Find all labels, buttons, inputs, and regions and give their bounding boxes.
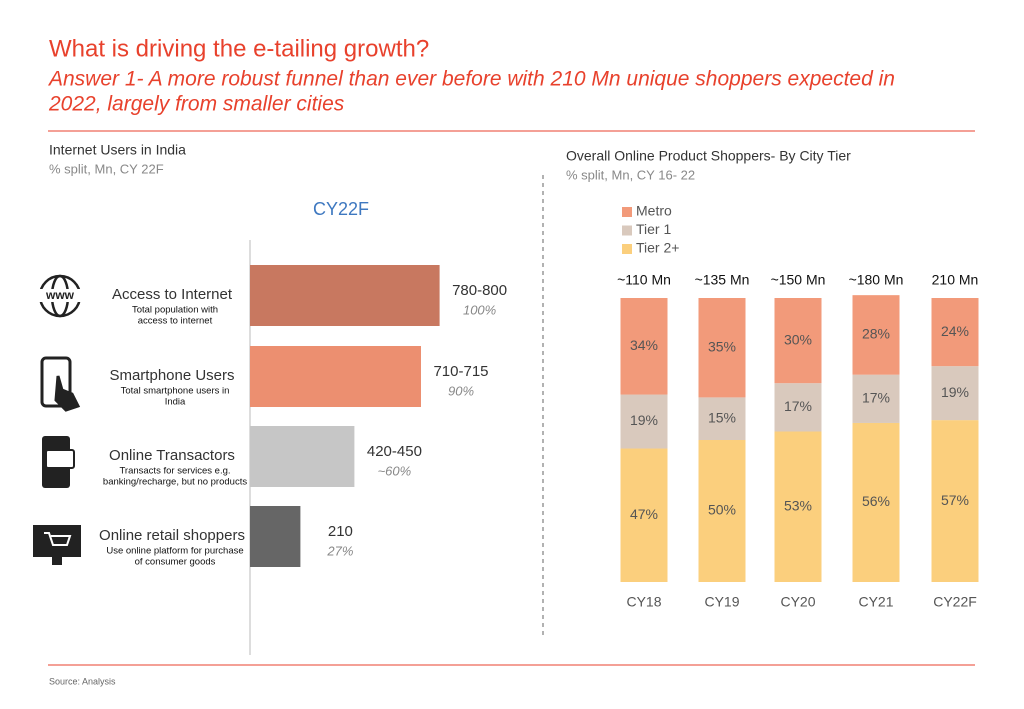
chart-title: Overall Online Product Shoppers- By City… xyxy=(566,148,851,164)
total-label: ~110 Mn xyxy=(617,272,671,288)
bar-segment xyxy=(852,374,900,423)
subtitle: Answer 1- A more robust funnel than ever… xyxy=(47,68,895,91)
legend-label: Tier 2+ xyxy=(636,240,679,256)
value-label: 420-450 xyxy=(367,443,422,460)
description: access to internet xyxy=(138,316,213,327)
x-tick-label: CY21 xyxy=(858,594,893,610)
bar-segment xyxy=(774,383,822,432)
x-tick-label: CY18 xyxy=(626,594,661,610)
data-label: 15% xyxy=(708,409,736,425)
data-label: 30% xyxy=(784,331,812,347)
data-label: 19% xyxy=(630,412,658,428)
data-label: 53% xyxy=(784,497,812,513)
x-tick-label: CY22F xyxy=(933,594,977,610)
data-label: 24% xyxy=(941,323,969,339)
total-label: ~150 Mn xyxy=(771,272,826,288)
x-tick-label: CY19 xyxy=(704,594,739,610)
bar-segment xyxy=(931,420,979,582)
bar-segment xyxy=(620,394,668,449)
icon-www: www xyxy=(38,274,82,318)
data-label: 35% xyxy=(708,338,736,354)
category-label: Online retail shoppers xyxy=(99,527,245,544)
percent-label: 27% xyxy=(326,543,353,558)
description: Total population with xyxy=(132,305,218,316)
icon-wallet xyxy=(42,436,75,488)
description: India xyxy=(165,397,186,408)
bar-segment xyxy=(698,298,746,398)
legend-label: Metro xyxy=(636,203,672,219)
bar-segment xyxy=(852,422,900,582)
value-label: 710-715 xyxy=(433,363,488,380)
bar-segment xyxy=(852,295,900,375)
percent-label: 100% xyxy=(463,302,496,317)
bar xyxy=(250,346,421,407)
icon-phone xyxy=(40,356,81,412)
data-label: 17% xyxy=(784,398,812,414)
source: Source: Analysis xyxy=(49,676,116,686)
bar-segment xyxy=(620,448,668,582)
data-label: 28% xyxy=(862,326,890,342)
legend-swatch xyxy=(622,244,632,254)
data-label: 47% xyxy=(630,506,658,522)
category-label: Smartphone Users xyxy=(109,367,234,384)
description: Total smartphone users in xyxy=(121,386,230,397)
description: Use online platform for purchase xyxy=(106,546,243,557)
data-label: 17% xyxy=(862,390,890,406)
title: What is driving the e-tailing growth? xyxy=(49,35,429,62)
legend-swatch xyxy=(622,225,632,236)
value-label: 780-800 xyxy=(452,282,507,299)
category-label: Access to Internet xyxy=(112,286,233,303)
legend-swatch xyxy=(622,207,632,217)
x-tick-label: CY20 xyxy=(780,594,815,610)
total-label: ~180 Mn xyxy=(849,272,904,288)
percent-label: 90% xyxy=(448,383,474,398)
value-label: 210 xyxy=(328,523,353,540)
svg-text:www: www xyxy=(45,288,75,302)
chart-subtitle: % split, Mn, CY 16- 22 xyxy=(566,167,695,182)
data-label: 50% xyxy=(708,502,736,518)
bar xyxy=(250,426,355,487)
bar xyxy=(250,506,301,567)
description: banking/recharge, but no products xyxy=(103,477,247,488)
description: Transacts for services e.g. xyxy=(119,466,230,477)
bar-segment xyxy=(774,431,822,582)
chart-title: Internet Users in India xyxy=(49,142,186,158)
total-label: ~135 Mn xyxy=(695,272,750,288)
bar-segment xyxy=(698,397,746,440)
bar-segment xyxy=(931,298,979,367)
chart-subtitle: % split, Mn, CY 22F xyxy=(49,161,164,176)
heading: CY22F xyxy=(313,199,369,219)
data-label: 57% xyxy=(941,492,969,508)
data-label: 34% xyxy=(630,337,658,353)
bar xyxy=(250,265,440,326)
bar-segment xyxy=(931,366,979,421)
data-label: 56% xyxy=(862,493,890,509)
category-label: Online Transactors xyxy=(109,447,235,464)
legend-label: Tier 1 xyxy=(636,221,671,237)
bar-segment xyxy=(698,440,746,582)
bar-segment xyxy=(620,298,668,395)
subtitle: 2022, largely from smaller cities xyxy=(48,93,345,116)
description: of consumer goods xyxy=(135,557,216,568)
bar-segment xyxy=(774,298,822,384)
total-label: 210 Mn xyxy=(932,272,979,288)
icon-cart xyxy=(33,525,81,565)
data-label: 19% xyxy=(941,384,969,400)
percent-label: ~60% xyxy=(378,463,412,478)
